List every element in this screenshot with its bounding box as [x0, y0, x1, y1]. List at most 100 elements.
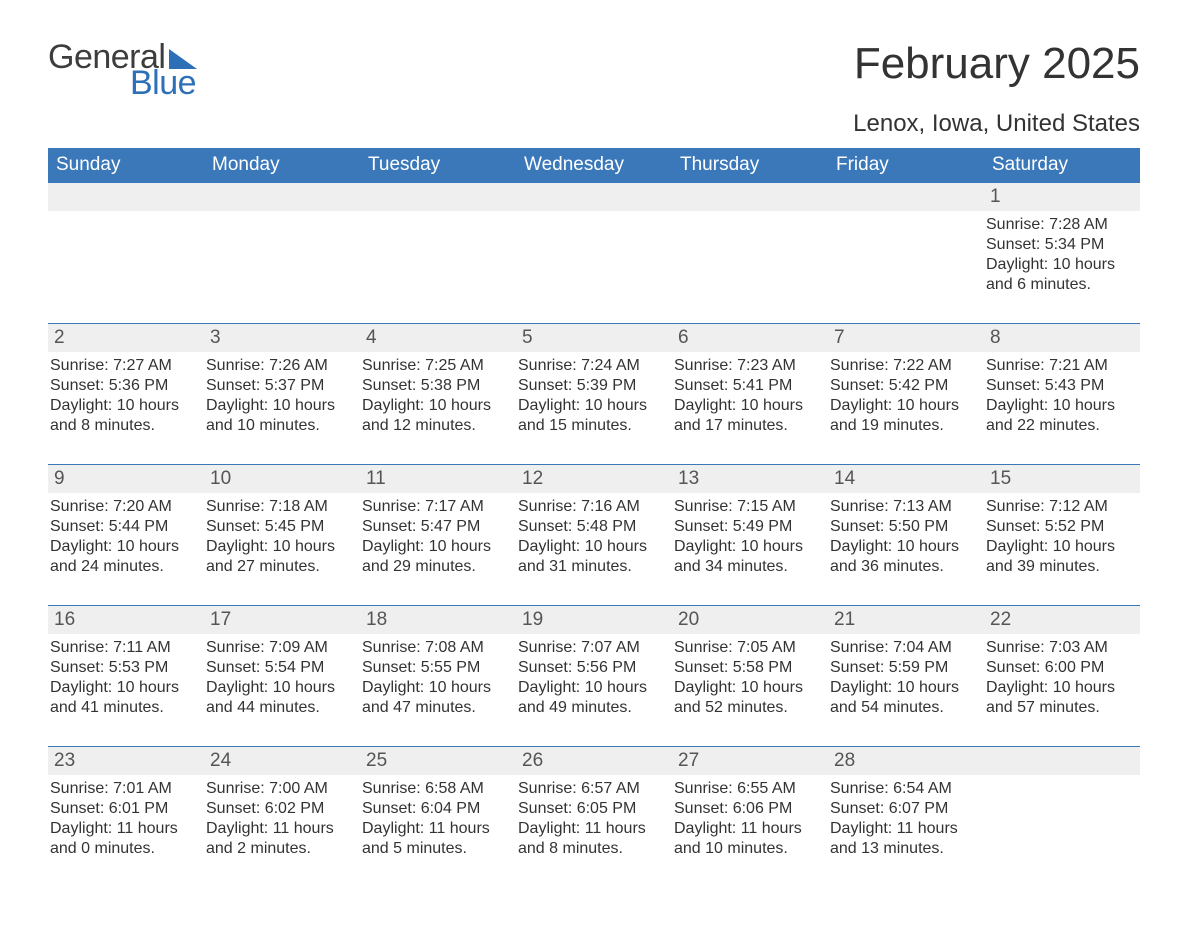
- sunrise-text: Sunrise: 7:03 AM: [986, 638, 1134, 658]
- daylight-text: Daylight: 10 hours and 54 minutes.: [830, 678, 978, 718]
- day-number: 9: [48, 465, 204, 493]
- sunrise-text: Sunrise: 7:20 AM: [50, 497, 198, 517]
- day-body: Sunrise: 7:25 AMSunset: 5:38 PMDaylight:…: [360, 356, 510, 436]
- sunrise-text: Sunrise: 7:17 AM: [362, 497, 510, 517]
- weekday-header: Saturday: [984, 148, 1140, 183]
- day-cell-empty: [984, 747, 1140, 888]
- sunrise-text: Sunrise: 7:09 AM: [206, 638, 354, 658]
- day-number: 12: [516, 465, 672, 493]
- sunrise-text: Sunrise: 7:11 AM: [50, 638, 198, 658]
- sunset-text: Sunset: 5:52 PM: [986, 517, 1134, 537]
- daylight-text: Daylight: 10 hours and 10 minutes.: [206, 396, 354, 436]
- day-body: Sunrise: 7:15 AMSunset: 5:49 PMDaylight:…: [672, 497, 822, 577]
- weekday-header: Friday: [828, 148, 984, 183]
- sunset-text: Sunset: 5:39 PM: [518, 376, 666, 396]
- daylight-text: Daylight: 10 hours and 29 minutes.: [362, 537, 510, 577]
- day-number: 24: [204, 747, 360, 775]
- weekday-header-row: SundayMondayTuesdayWednesdayThursdayFrid…: [48, 148, 1140, 183]
- daylight-text: Daylight: 10 hours and 41 minutes.: [50, 678, 198, 718]
- day-cell: 22Sunrise: 7:03 AMSunset: 6:00 PMDayligh…: [984, 606, 1140, 747]
- day-cell: 14 Sunrise: 7:13 AMSunset: 5:50 PMDayligh…: [828, 465, 984, 606]
- day-body: Sunrise: 7:27 AMSunset: 5:36 PMDaylight:…: [48, 356, 198, 436]
- day-body: Sunrise: 7:05 AMSunset: 5:58 PMDaylight:…: [672, 638, 822, 718]
- sunrise-text: Sunrise: 6:55 AM: [674, 779, 822, 799]
- weekday-header: Wednesday: [516, 148, 672, 183]
- sunrise-text: Sunrise: 7:08 AM: [362, 638, 510, 658]
- day-number: 13: [672, 465, 828, 493]
- sunrise-text: Sunrise: 7:07 AM: [518, 638, 666, 658]
- day-body: Sunrise: 7:21 AMSunset: 5:43 PMDaylight:…: [984, 356, 1134, 436]
- page-header: General Blue February 2025 Lenox, Iowa, …: [48, 40, 1140, 138]
- day-number: [48, 183, 204, 211]
- weekday-header: Thursday: [672, 148, 828, 183]
- sunrise-text: Sunrise: 6:54 AM: [830, 779, 978, 799]
- day-number: 3: [204, 324, 360, 352]
- sunset-text: Sunset: 5:53 PM: [50, 658, 198, 678]
- sunrise-text: Sunrise: 7:25 AM: [362, 356, 510, 376]
- sunset-text: Sunset: 5:34 PM: [986, 235, 1134, 255]
- day-number: 4: [360, 324, 516, 352]
- day-cell-empty: [828, 183, 984, 324]
- daylight-text: Daylight: 10 hours and 34 minutes.: [674, 537, 822, 577]
- title-block: February 2025 Lenox, Iowa, United States: [853, 40, 1140, 138]
- day-cell: 5Sunrise: 7:24 AMSunset: 5:39 PMDaylight…: [516, 324, 672, 465]
- day-body: Sunrise: 7:24 AMSunset: 5:39 PMDaylight:…: [516, 356, 666, 436]
- sunrise-text: Sunrise: 7:16 AM: [518, 497, 666, 517]
- day-cell: 25Sunrise: 6:58 AMSunset: 6:04 PMDayligh…: [360, 747, 516, 888]
- day-body: Sunrise: 7:03 AMSunset: 6:00 PMDaylight:…: [984, 638, 1134, 718]
- daylight-text: Daylight: 10 hours and 52 minutes.: [674, 678, 822, 718]
- sunrise-text: Sunrise: 6:57 AM: [518, 779, 666, 799]
- sunset-text: Sunset: 5:38 PM: [362, 376, 510, 396]
- daylight-text: Daylight: 10 hours and 6 minutes.: [986, 255, 1134, 295]
- day-cell: 7Sunrise: 7:22 AMSunset: 5:42 PMDaylight…: [828, 324, 984, 465]
- day-number: 25: [360, 747, 516, 775]
- sunset-text: Sunset: 5:50 PM: [830, 517, 978, 537]
- sunrise-text: Sunrise: 7:15 AM: [674, 497, 822, 517]
- day-number: 7: [828, 324, 984, 352]
- day-number: 14: [828, 465, 984, 493]
- daylight-text: Daylight: 10 hours and 19 minutes.: [830, 396, 978, 436]
- day-cell: 8Sunrise: 7:21 AMSunset: 5:43 PMDaylight…: [984, 324, 1140, 465]
- day-number: [984, 747, 1140, 775]
- sunrise-text: Sunrise: 7:23 AM: [674, 356, 822, 376]
- daylight-text: Daylight: 10 hours and 8 minutes.: [50, 396, 198, 436]
- day-number: 23: [48, 747, 204, 775]
- day-number: 6: [672, 324, 828, 352]
- day-number: 1: [984, 183, 1140, 211]
- day-body: Sunrise: 7:08 AMSunset: 5:55 PMDaylight:…: [360, 638, 510, 718]
- day-cell: 2 Sunrise: 7:27 AMSunset: 5:36 PMDaylight…: [48, 324, 204, 465]
- sunrise-text: Sunrise: 7:28 AM: [986, 215, 1134, 235]
- day-body: Sunrise: 7:01 AMSunset: 6:01 PMDaylight:…: [48, 779, 198, 859]
- sunset-text: Sunset: 6:01 PM: [50, 799, 198, 819]
- daylight-text: Daylight: 10 hours and 57 minutes.: [986, 678, 1134, 718]
- daylight-text: Daylight: 10 hours and 22 minutes.: [986, 396, 1134, 436]
- sunset-text: Sunset: 5:59 PM: [830, 658, 978, 678]
- calendar-week-row: 2 Sunrise: 7:27 AMSunset: 5:36 PMDaylight…: [48, 324, 1140, 465]
- day-cell-empty: [48, 183, 204, 324]
- daylight-text: Daylight: 10 hours and 27 minutes.: [206, 537, 354, 577]
- day-number: 2: [48, 324, 204, 352]
- day-body: Sunrise: 7:13 AMSunset: 5:50 PMDaylight:…: [828, 497, 978, 577]
- day-cell: 15Sunrise: 7:12 AMSunset: 5:52 PMDayligh…: [984, 465, 1140, 606]
- day-cell: 1 Sunrise: 7:28 AMSunset: 5:34 PMDaylight…: [984, 183, 1140, 324]
- calendar-week-row: 16Sunrise: 7:11 AMSunset: 5:53 PMDayligh…: [48, 606, 1140, 747]
- day-number: 19: [516, 606, 672, 634]
- day-body: Sunrise: 7:17 AMSunset: 5:47 PMDaylight:…: [360, 497, 510, 577]
- daylight-text: Daylight: 10 hours and 44 minutes.: [206, 678, 354, 718]
- sunset-text: Sunset: 6:00 PM: [986, 658, 1134, 678]
- day-cell: 11Sunrise: 7:17 AMSunset: 5:47 PMDayligh…: [360, 465, 516, 606]
- daylight-text: Daylight: 11 hours and 10 minutes.: [674, 819, 822, 859]
- location-text: Lenox, Iowa, United States: [853, 110, 1140, 138]
- day-body: Sunrise: 7:16 AMSunset: 5:48 PMDaylight:…: [516, 497, 666, 577]
- day-body: Sunrise: 7:18 AMSunset: 5:45 PMDaylight:…: [204, 497, 354, 577]
- day-number: 10: [204, 465, 360, 493]
- day-cell-empty: [672, 183, 828, 324]
- day-body: Sunrise: 7:23 AMSunset: 5:41 PMDaylight:…: [672, 356, 822, 436]
- day-cell: 3Sunrise: 7:26 AMSunset: 5:37 PMDaylight…: [204, 324, 360, 465]
- sunrise-text: Sunrise: 7:27 AM: [50, 356, 198, 376]
- sunset-text: Sunset: 5:48 PM: [518, 517, 666, 537]
- calendar-table: SundayMondayTuesdayWednesdayThursdayFrid…: [48, 148, 1140, 887]
- day-cell: 16Sunrise: 7:11 AMSunset: 5:53 PMDayligh…: [48, 606, 204, 747]
- sunset-text: Sunset: 6:06 PM: [674, 799, 822, 819]
- day-number: 17: [204, 606, 360, 634]
